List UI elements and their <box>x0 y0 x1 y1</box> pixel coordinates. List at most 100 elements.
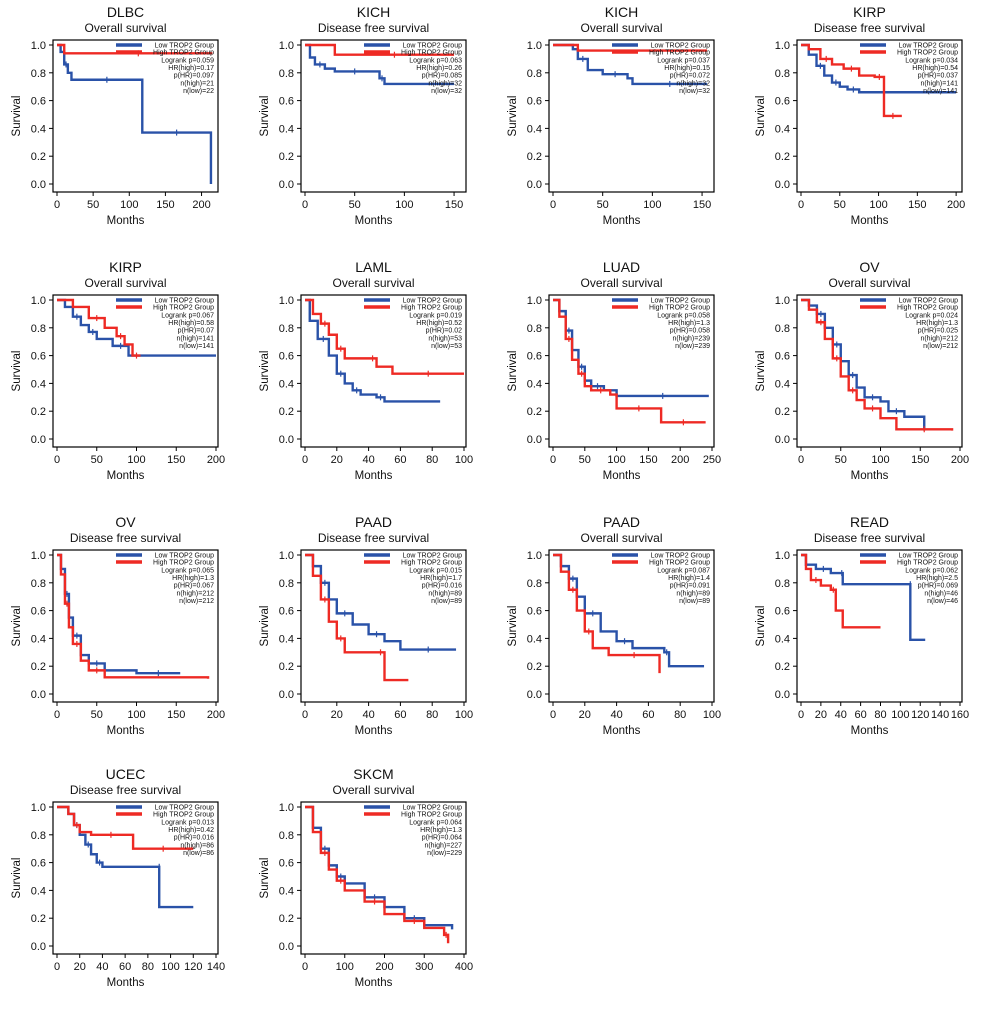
y-tick-label: 0.8 <box>527 323 542 335</box>
y-tick-label: 0.0 <box>775 434 790 446</box>
legend-high-label: High TROP2 Group <box>649 560 710 567</box>
stat-text: p(HR)=0.085 <box>422 73 462 80</box>
y-tick-label: 0.0 <box>527 434 542 446</box>
panel-title: KICH <box>357 4 390 20</box>
x-axis-label: Months <box>355 470 393 482</box>
x-tick-label: 50 <box>91 709 103 721</box>
panel-subtitle: Overall survival <box>332 783 414 797</box>
legend-low-label: Low TROP2 Group <box>155 298 215 305</box>
y-tick-label: 0.8 <box>775 68 790 80</box>
stat-text: p(HR)=0.016 <box>174 835 214 842</box>
y-tick-label: 1.0 <box>279 295 294 307</box>
stat-text: Logrank p=0.013 <box>161 820 214 827</box>
y-tick-label: 1.0 <box>279 550 294 562</box>
x-tick-label: 20 <box>815 709 827 721</box>
x-tick-label: 150 <box>908 199 926 211</box>
x-tick-label: 100 <box>607 454 625 466</box>
panel-subtitle: Disease free survival <box>318 21 429 35</box>
legend-high-label: High TROP2 Group <box>153 305 214 312</box>
plot-frame <box>796 549 963 703</box>
panel-subtitle: Overall survival <box>84 276 166 290</box>
y-tick-label: 0.0 <box>279 434 294 446</box>
stat-text: HR(high)=0.58 <box>168 320 214 327</box>
y-tick-label: 0.8 <box>775 578 790 590</box>
stat-text: n(low)=22 <box>183 88 214 95</box>
x-tick-label: 300 <box>415 961 433 973</box>
legend-high-label: High TROP2 Group <box>897 560 958 567</box>
x-tick-label: 200 <box>207 709 225 721</box>
stat-text: Logrank p=0.015 <box>409 568 462 575</box>
stat-text: n(high)=53 <box>428 335 462 342</box>
y-axis-label: Survival <box>755 606 767 647</box>
x-tick-label: 0 <box>798 454 804 466</box>
x-tick-label: 20 <box>331 709 343 721</box>
stat-text: HR(high)=0.17 <box>168 65 214 72</box>
x-axis-label: Months <box>107 215 145 227</box>
stat-text: HR(high)=1.3 <box>420 827 462 834</box>
y-tick-label: 0.4 <box>775 123 790 135</box>
legend-low-label: Low TROP2 Group <box>155 43 215 50</box>
x-tick-label: 200 <box>375 961 393 973</box>
panel-subtitle: Overall survival <box>580 531 662 545</box>
y-tick-label: 0.6 <box>775 606 790 618</box>
y-axis-label: Survival <box>507 96 519 137</box>
panel-subtitle: Overall survival <box>580 21 662 35</box>
stat-text: n(high)=21 <box>180 80 214 87</box>
panel-subtitle: Disease free survival <box>814 531 925 545</box>
y-tick-label: 1.0 <box>775 295 790 307</box>
y-tick-label: 0.4 <box>527 378 542 390</box>
x-tick-label: 20 <box>579 709 591 721</box>
y-axis-label: Survival <box>259 606 271 647</box>
y-tick-label: 0.2 <box>775 151 790 163</box>
x-tick-label: 60 <box>855 709 867 721</box>
stat-text: Logrank p=0.024 <box>905 313 958 320</box>
y-axis-label: Survival <box>755 351 767 392</box>
panel-title: UCEC <box>106 766 146 782</box>
y-axis-label: Survival <box>507 606 519 647</box>
legend-low-label: Low TROP2 Group <box>651 553 711 560</box>
high-trop2-curve <box>305 805 450 944</box>
y-tick-label: 0.0 <box>527 689 542 701</box>
legend-low-label: Low TROP2 Group <box>403 805 463 812</box>
y-tick-label: 0.8 <box>31 830 46 842</box>
x-tick-label: 0 <box>302 709 308 721</box>
plot-frame <box>52 801 219 955</box>
legend-high-label: High TROP2 Group <box>897 305 958 312</box>
x-tick-label: 200 <box>671 454 689 466</box>
stat-text: n(high)=89 <box>428 590 462 597</box>
x-tick-label: 40 <box>96 961 108 973</box>
stat-text: n(high)=212 <box>176 590 214 597</box>
x-tick-label: 60 <box>642 709 654 721</box>
y-tick-label: 0.6 <box>527 96 542 108</box>
plot-frame <box>52 549 219 703</box>
x-axis-label: Months <box>851 470 889 482</box>
stat-text: HR(high)=0.26 <box>416 65 462 72</box>
stat-text: n(low)=229 <box>427 850 462 857</box>
y-tick-label: 0.6 <box>279 351 294 363</box>
y-tick-label: 1.0 <box>279 802 294 814</box>
x-axis-label: Months <box>355 977 393 989</box>
panel-title: KIRP <box>853 4 886 20</box>
x-tick-label: 100 <box>455 454 473 466</box>
legend-high-label: High TROP2 Group <box>401 812 462 819</box>
stat-text: n(high)=32 <box>428 80 462 87</box>
x-axis-label: Months <box>107 977 145 989</box>
stat-text: n(high)=32 <box>676 80 710 87</box>
x-axis-label: Months <box>355 215 393 227</box>
y-tick-label: 0.4 <box>775 633 790 645</box>
plot-frame <box>300 39 467 193</box>
x-axis-label: Months <box>603 215 641 227</box>
legend-high-label: High TROP2 Group <box>153 560 214 567</box>
high-trop2-curve <box>57 805 194 850</box>
high-trop2-curve <box>553 553 661 674</box>
panel-subtitle: Disease free survival <box>70 783 181 797</box>
x-tick-label: 100 <box>703 709 721 721</box>
x-tick-label: 0 <box>798 199 804 211</box>
x-axis-label: Months <box>851 215 889 227</box>
plot-frame <box>548 294 715 448</box>
stat-text: p(HR)=0.016 <box>422 583 462 590</box>
y-tick-label: 0.8 <box>31 68 46 80</box>
y-tick-label: 0.0 <box>775 179 790 191</box>
stat-text: p(HR)=0.064 <box>422 835 462 842</box>
